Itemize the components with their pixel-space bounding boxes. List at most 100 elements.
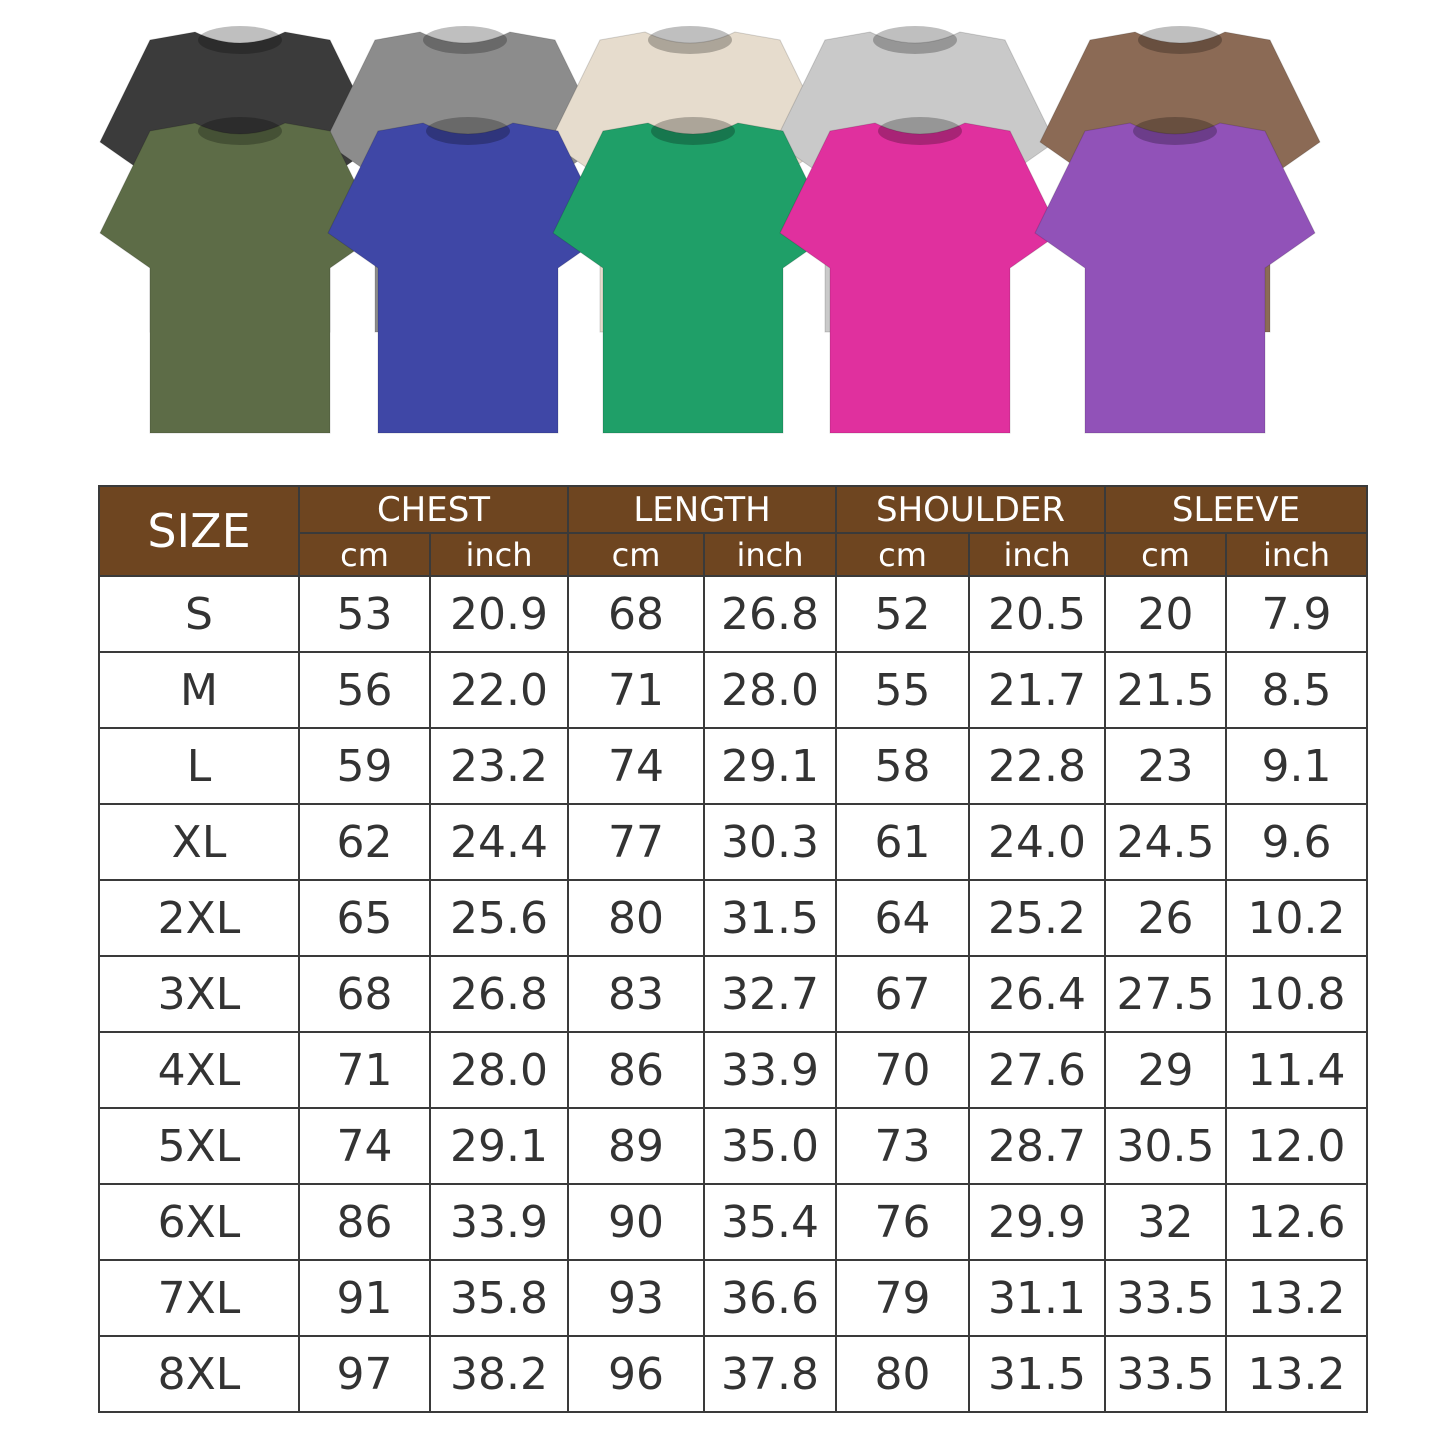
measure-cell: 33.5 bbox=[1104, 1259, 1228, 1337]
group-header: SLEEVE bbox=[1104, 484, 1369, 535]
measure-cell: 68 bbox=[298, 955, 431, 1033]
measure-cell: 26.8 bbox=[428, 955, 570, 1033]
measure-cell: 28.7 bbox=[968, 1107, 1107, 1185]
measure-cell: 13.2 bbox=[1225, 1259, 1369, 1337]
measure-cell: 12.0 bbox=[1225, 1107, 1369, 1185]
measure-cell: 26.8 bbox=[703, 575, 838, 653]
measure-cell: 8.5 bbox=[1225, 651, 1369, 729]
measure-cell: 68 bbox=[567, 575, 706, 653]
unit-header-inch: inch bbox=[428, 532, 570, 577]
tshirt-7 bbox=[552, 122, 834, 434]
measure-cell: 9.1 bbox=[1225, 727, 1369, 805]
size-cell: 2XL bbox=[98, 879, 300, 957]
measure-cell: 93 bbox=[567, 1259, 706, 1337]
size-cell: S bbox=[98, 575, 300, 653]
measure-cell: 90 bbox=[567, 1183, 706, 1261]
tshirt-8 bbox=[779, 122, 1061, 434]
measure-cell: 83 bbox=[567, 955, 706, 1033]
size-chart-table: SIZE CHEST LENGTH SHOULDER SLEEVE cm inch cm inc… bbox=[98, 484, 1369, 1413]
measure-cell: 22.8 bbox=[968, 727, 1107, 805]
table-row: 8XL 97 38.2 96 37.8 80 31.5 33.5 13.2 bbox=[98, 1335, 1369, 1413]
group-header: LENGTH bbox=[567, 484, 838, 535]
measure-cell: 77 bbox=[567, 803, 706, 881]
measure-cell: 23 bbox=[1104, 727, 1228, 805]
tshirt-collar bbox=[878, 117, 962, 145]
table-row: S 53 20.9 68 26.8 52 20.5 20 7.9 bbox=[98, 575, 1369, 653]
measure-cell: 59 bbox=[298, 727, 431, 805]
measure-cell: 25.2 bbox=[968, 879, 1107, 957]
unit-header-cm: cm bbox=[1104, 532, 1228, 577]
measure-cell: 10.8 bbox=[1225, 955, 1369, 1033]
table-row: 5XL 74 29.1 89 35.0 73 28.7 30.5 12.0 bbox=[98, 1107, 1369, 1185]
measure-cell: 62 bbox=[298, 803, 431, 881]
measure-cell: 23.2 bbox=[428, 727, 570, 805]
measure-cell: 31.5 bbox=[968, 1335, 1107, 1413]
measure-cell: 27.5 bbox=[1104, 955, 1228, 1033]
table-row: L 59 23.2 74 29.1 58 22.8 23 9.1 bbox=[98, 727, 1369, 805]
size-cell: 5XL bbox=[98, 1107, 300, 1185]
measure-cell: 97 bbox=[298, 1335, 431, 1413]
tshirt-5 bbox=[99, 122, 381, 434]
measure-cell: 73 bbox=[835, 1107, 971, 1185]
unit-header-inch: inch bbox=[1225, 532, 1369, 577]
measure-cell: 10.2 bbox=[1225, 879, 1369, 957]
measure-cell: 29.1 bbox=[703, 727, 838, 805]
unit-header-cm: cm bbox=[567, 532, 706, 577]
size-header: SIZE bbox=[98, 485, 300, 577]
size-cell: M bbox=[98, 651, 300, 729]
measure-cell: 27.6 bbox=[968, 1031, 1107, 1109]
measure-cell: 30.3 bbox=[703, 803, 838, 881]
measure-cell: 29.9 bbox=[968, 1183, 1107, 1261]
measure-cell: 56 bbox=[298, 651, 431, 729]
measure-cell: 24.0 bbox=[968, 803, 1107, 881]
tshirt-collar bbox=[198, 26, 282, 54]
measure-cell: 86 bbox=[298, 1183, 431, 1261]
measure-cell: 30.5 bbox=[1104, 1107, 1228, 1185]
measure-cell: 35.0 bbox=[703, 1107, 838, 1185]
measure-cell: 31.5 bbox=[703, 879, 838, 957]
measure-cell: 24.4 bbox=[428, 803, 570, 881]
measure-cell: 80 bbox=[835, 1335, 971, 1413]
measure-cell: 28.0 bbox=[428, 1031, 570, 1109]
measure-cell: 80 bbox=[567, 879, 706, 957]
measure-cell: 86 bbox=[567, 1031, 706, 1109]
measure-cell: 33.9 bbox=[703, 1031, 838, 1109]
measure-cell: 26 bbox=[1104, 879, 1228, 957]
measure-cell: 12.6 bbox=[1225, 1183, 1369, 1261]
measure-cell: 76 bbox=[835, 1183, 971, 1261]
tshirt-collar bbox=[426, 117, 510, 145]
table-row: 3XL 68 26.8 83 32.7 67 26.4 27.5 10.8 bbox=[98, 955, 1369, 1033]
measure-cell: 35.4 bbox=[703, 1183, 838, 1261]
measure-cell: 21.5 bbox=[1104, 651, 1228, 729]
measure-cell: 25.6 bbox=[428, 879, 570, 957]
tshirt-collar bbox=[1138, 26, 1222, 54]
measure-cell: 11.4 bbox=[1225, 1031, 1369, 1109]
measure-cell: 29.1 bbox=[428, 1107, 570, 1185]
table-row: XL 62 24.4 77 30.3 61 24.0 24.5 9.6 bbox=[98, 803, 1369, 881]
measure-cell: 64 bbox=[835, 879, 971, 957]
measure-cell: 58 bbox=[835, 727, 971, 805]
measure-cell: 7.9 bbox=[1225, 575, 1369, 653]
tshirt-collar bbox=[648, 26, 732, 54]
measure-cell: 65 bbox=[298, 879, 431, 957]
group-header: CHEST bbox=[297, 484, 570, 535]
measure-cell: 28.0 bbox=[703, 651, 838, 729]
table-row: M 56 22.0 71 28.0 55 21.7 21.5 8.5 bbox=[98, 651, 1369, 729]
table-row: 6XL 86 33.9 90 35.4 76 29.9 32 12.6 bbox=[98, 1183, 1369, 1261]
tshirt-collar bbox=[1133, 117, 1217, 145]
measure-cell: 20.9 bbox=[428, 575, 570, 653]
measure-cell: 20.5 bbox=[968, 575, 1107, 653]
unit-header-cm: cm bbox=[835, 532, 971, 577]
measure-cell: 32.7 bbox=[703, 955, 838, 1033]
size-cell: 3XL bbox=[98, 955, 300, 1033]
tshirt-collar bbox=[423, 26, 507, 54]
measure-cell: 37.8 bbox=[703, 1335, 838, 1413]
measure-cell: 89 bbox=[567, 1107, 706, 1185]
measure-cell: 74 bbox=[567, 727, 706, 805]
size-cell: L bbox=[98, 727, 300, 805]
measure-cell: 71 bbox=[567, 651, 706, 729]
measure-cell: 9.6 bbox=[1225, 803, 1369, 881]
table-row: 4XL 71 28.0 86 33.9 70 27.6 29 11.4 bbox=[98, 1031, 1369, 1109]
table-row: 2XL 65 25.6 80 31.5 64 25.2 26 10.2 bbox=[98, 879, 1369, 957]
measure-cell: 32 bbox=[1104, 1183, 1228, 1261]
